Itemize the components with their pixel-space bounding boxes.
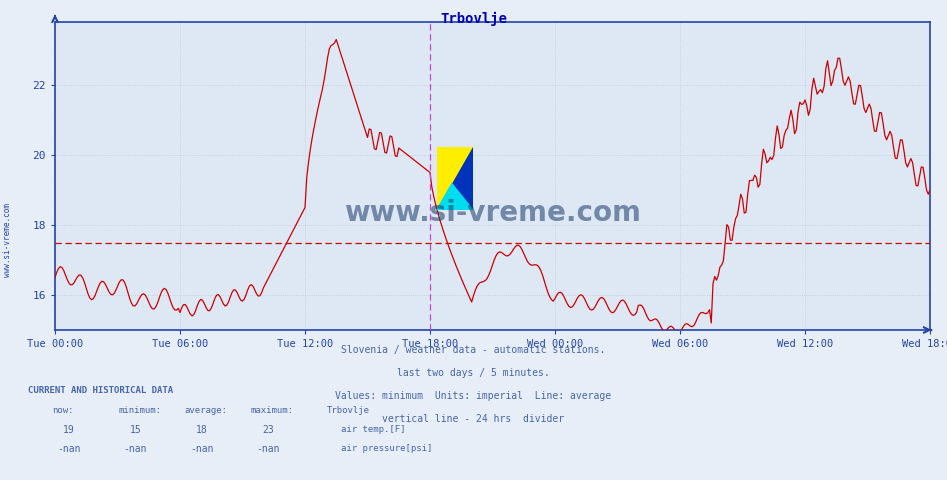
Text: 23: 23	[262, 425, 274, 435]
Text: -nan: -nan	[58, 444, 80, 454]
Text: Trbovlje: Trbovlje	[440, 12, 507, 26]
Text: www.si-vreme.com: www.si-vreme.com	[344, 199, 641, 227]
Text: now:: now:	[52, 406, 74, 415]
Polygon shape	[437, 184, 473, 210]
Text: Values: minimum  Units: imperial  Line: average: Values: minimum Units: imperial Line: av…	[335, 391, 612, 401]
Text: -nan: -nan	[124, 444, 147, 454]
Text: -nan: -nan	[190, 444, 213, 454]
Text: 19: 19	[63, 425, 75, 435]
Text: CURRENT AND HISTORICAL DATA: CURRENT AND HISTORICAL DATA	[28, 386, 173, 396]
Text: maximum:: maximum:	[251, 406, 294, 415]
Text: average:: average:	[185, 406, 227, 415]
Text: Slovenia / weather data - automatic stations.: Slovenia / weather data - automatic stat…	[341, 345, 606, 355]
Text: Trbovlje: Trbovlje	[327, 406, 369, 415]
Text: 18: 18	[196, 425, 207, 435]
Text: air temp.[F]: air temp.[F]	[341, 425, 405, 434]
Text: www.si-vreme.com: www.si-vreme.com	[3, 203, 12, 277]
Text: vertical line - 24 hrs  divider: vertical line - 24 hrs divider	[383, 414, 564, 424]
Text: air pressure[psi]: air pressure[psi]	[341, 444, 432, 453]
Text: -nan: -nan	[257, 444, 279, 454]
Text: minimum:: minimum:	[118, 406, 161, 415]
Text: last two days / 5 minutes.: last two days / 5 minutes.	[397, 368, 550, 378]
Text: 15: 15	[130, 425, 141, 435]
Polygon shape	[437, 147, 473, 210]
